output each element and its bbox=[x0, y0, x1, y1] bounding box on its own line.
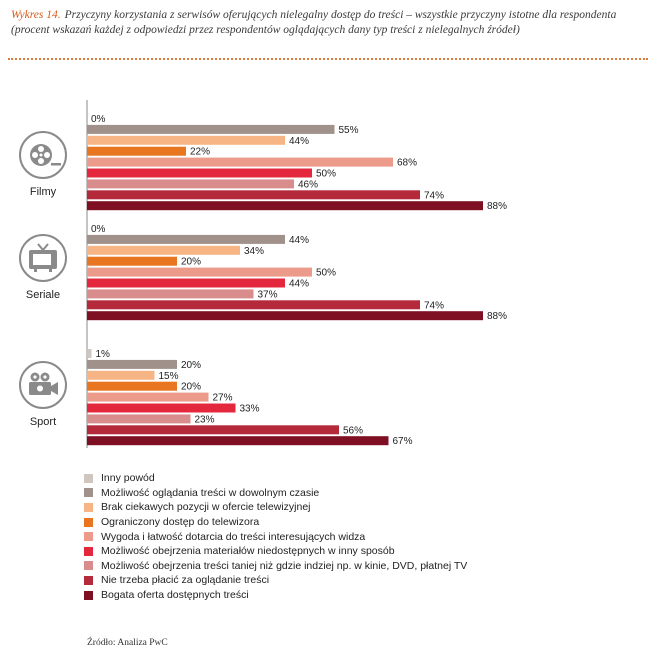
legend-item: Możliwość obejrzenia materiałów niedostę… bbox=[84, 544, 467, 559]
legend-item: Nie trzeba płacić za oglądanie treści bbox=[84, 573, 467, 588]
bar-value-label: 27% bbox=[213, 393, 233, 404]
bar-value-label: 44% bbox=[289, 136, 309, 147]
bar-value-label: 50% bbox=[316, 169, 336, 180]
bar-value-label: 50% bbox=[316, 268, 336, 279]
bar-value-label: 34% bbox=[244, 246, 264, 257]
bar-value-label: 20% bbox=[181, 257, 201, 268]
bar bbox=[87, 146, 186, 156]
bar bbox=[87, 256, 177, 266]
legend-label: Bogata oferta dostępnych treści bbox=[101, 589, 249, 602]
tv-icon bbox=[19, 234, 67, 282]
figure-title: Przyczyny korzystania z serwisów oferują… bbox=[11, 9, 617, 36]
figure-label: Wykres 14. bbox=[11, 9, 61, 21]
bar bbox=[87, 245, 240, 255]
bar bbox=[87, 392, 209, 402]
bar bbox=[87, 179, 294, 189]
bar bbox=[87, 190, 420, 200]
camera-icon bbox=[19, 361, 67, 409]
legend-swatch bbox=[84, 575, 93, 585]
bar bbox=[87, 300, 420, 310]
bar bbox=[87, 381, 177, 391]
category-label: Sport bbox=[30, 416, 56, 428]
legend-item: Bogata oferta dostępnych treści bbox=[84, 588, 467, 603]
bar bbox=[87, 201, 483, 211]
bar-value-label: 15% bbox=[159, 371, 179, 382]
bar-value-label: 0% bbox=[91, 224, 106, 235]
category-label: Filmy bbox=[30, 186, 57, 198]
bar-value-label: 88% bbox=[487, 201, 507, 212]
bar-value-label: 74% bbox=[424, 300, 444, 311]
bar-value-label: 67% bbox=[393, 436, 413, 447]
bar-value-label: 55% bbox=[339, 125, 359, 136]
bar-value-label: 37% bbox=[258, 289, 278, 300]
category-label: Seriale bbox=[26, 289, 60, 301]
legend-swatch bbox=[84, 517, 93, 527]
bar-value-label: 33% bbox=[240, 404, 260, 415]
legend-label: Możliwość obejrzenia treści taniej niż g… bbox=[101, 559, 468, 572]
bar-value-label: 68% bbox=[397, 158, 417, 169]
legend-label: Możliwość obejrzenia materiałów niedostę… bbox=[101, 545, 395, 558]
legend-swatch bbox=[84, 590, 93, 600]
bar-value-label: 22% bbox=[190, 147, 210, 158]
bar-chart: 0%55%44%22%68%50%46%74%88%Filmy0%44%34%2… bbox=[19, 100, 507, 448]
legend-item: Brak ciekawych pozycji w ofercie telewiz… bbox=[84, 500, 467, 515]
bar bbox=[87, 311, 483, 321]
legend-swatch bbox=[84, 502, 93, 512]
source-note: Źródło: Analiza PwC bbox=[87, 638, 168, 648]
legend-label: Wygoda i łatwość dotarcia do treści inte… bbox=[101, 530, 366, 543]
chart-header: Wykres 14. Przyczyny korzystania z serwis… bbox=[11, 8, 647, 38]
bar-value-label: 20% bbox=[181, 382, 201, 393]
legend-item: Możliwość oglądania treści w dowolnym cz… bbox=[84, 486, 467, 501]
legend-label: Inny powód bbox=[101, 472, 155, 485]
bar bbox=[87, 359, 177, 369]
bar bbox=[87, 403, 236, 413]
bar-value-label: 74% bbox=[424, 190, 444, 201]
bar bbox=[87, 436, 389, 446]
legend-swatch bbox=[84, 488, 93, 498]
bar-value-label: 88% bbox=[487, 311, 507, 322]
bar-value-label: 0% bbox=[91, 114, 106, 125]
bar bbox=[87, 168, 312, 178]
legend-swatch bbox=[84, 473, 93, 483]
bar bbox=[87, 278, 285, 288]
legend-item: Inny powód bbox=[84, 471, 467, 486]
header-divider bbox=[8, 58, 648, 60]
bar-value-label: 1% bbox=[96, 349, 111, 360]
legend-swatch bbox=[84, 546, 93, 556]
bar-value-label: 44% bbox=[289, 235, 309, 246]
legend: Inny powód Możliwość oglądania treści w d… bbox=[84, 471, 467, 602]
bar bbox=[87, 157, 393, 167]
bar bbox=[87, 135, 285, 145]
bar bbox=[87, 289, 254, 299]
legend-label: Nie trzeba płacić za oglądanie treści bbox=[101, 574, 270, 587]
bar-value-label: 20% bbox=[181, 360, 201, 371]
film-reel-icon bbox=[19, 131, 67, 179]
legend-item: Ograniczony dostęp do telewizora bbox=[84, 515, 467, 530]
legend-label: Brak ciekawych pozycji w ofercie telewiz… bbox=[101, 501, 311, 514]
legend-label: Ograniczony dostęp do telewizora bbox=[101, 516, 260, 529]
bar-value-label: 56% bbox=[343, 425, 363, 436]
legend-swatch bbox=[84, 561, 93, 571]
bar-value-label: 46% bbox=[298, 179, 318, 190]
legend-label: Możliwość oglądania treści w dowolnym cz… bbox=[101, 486, 320, 499]
bar-value-label: 44% bbox=[289, 279, 309, 290]
bar bbox=[87, 124, 335, 134]
bar bbox=[87, 234, 285, 244]
legend-swatch bbox=[84, 532, 93, 542]
bar-value-label: 23% bbox=[195, 414, 215, 425]
legend-item: Wygoda i łatwość dotarcia do treści inte… bbox=[84, 529, 467, 544]
legend-item: Możliwość obejrzenia treści taniej niż g… bbox=[84, 559, 467, 574]
bar bbox=[87, 425, 339, 435]
bar bbox=[87, 349, 92, 358]
bar bbox=[87, 267, 312, 277]
bar bbox=[87, 370, 155, 380]
bar bbox=[87, 414, 191, 424]
